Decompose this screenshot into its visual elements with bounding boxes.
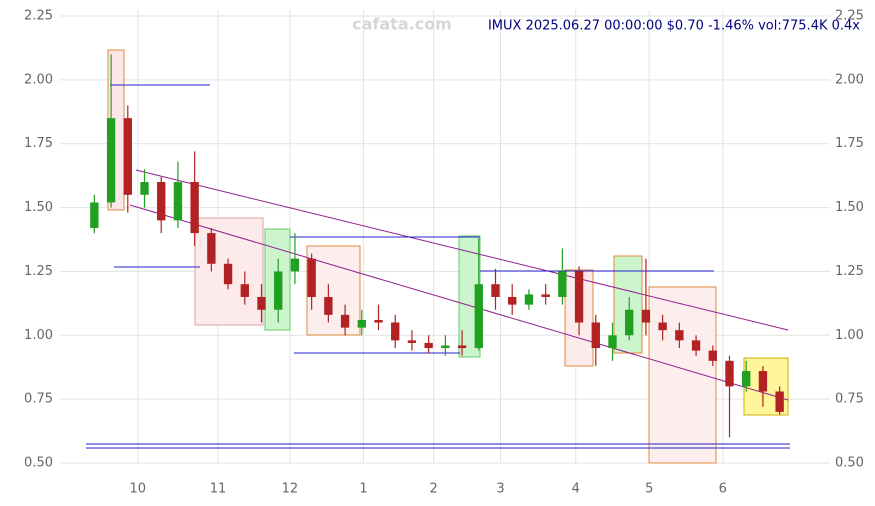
x-tick-label: 11	[210, 482, 227, 497]
candle-body	[775, 391, 784, 412]
candle-body	[708, 350, 717, 361]
candle-body	[725, 360, 734, 387]
candle-body	[257, 296, 266, 310]
candle-body	[90, 202, 99, 229]
x-tick-label: 10	[130, 482, 147, 497]
candle-body	[123, 118, 132, 195]
candle-body	[424, 342, 433, 349]
x-tick-label: 6	[719, 482, 727, 497]
chart-title: IMUX 2025.06.27 00:00:00 $0.70 -1.46% vo…	[488, 19, 860, 34]
candle-body	[140, 182, 149, 195]
annotation-boxes	[86, 49, 790, 464]
y-tick-label-right: 2.00	[835, 72, 864, 87]
y-tick-label: 1.00	[24, 328, 53, 343]
candle-body	[625, 309, 634, 336]
y-tick-label: 0.75	[24, 392, 53, 407]
candle-body	[742, 371, 751, 387]
y-tick-label: 1.50	[24, 200, 53, 215]
candle-body	[173, 182, 183, 221]
range-box	[648, 286, 717, 464]
candle-body	[641, 309, 651, 323]
y-tick-label-right: 0.50	[835, 456, 864, 471]
candle-body	[524, 294, 534, 305]
candle-body	[274, 271, 283, 310]
candle-body	[106, 118, 116, 203]
x-tick-label: 4	[572, 482, 580, 497]
y-tick-label-right: 1.50	[835, 200, 864, 215]
y-tick-label: 2.25	[24, 9, 53, 24]
x-tick-label: 1	[359, 482, 367, 497]
candle-body	[574, 271, 584, 323]
x-tick-label: 5	[645, 482, 653, 497]
candle-body	[474, 284, 483, 349]
candle-body	[658, 322, 667, 331]
x-tick-label: 2	[430, 482, 438, 497]
range-box	[306, 245, 361, 336]
watermark: cafata.com	[352, 15, 452, 34]
candle-body	[340, 314, 350, 328]
y-tick-label-right: 1.00	[835, 328, 864, 343]
x-tick-label: 3	[496, 482, 504, 497]
candle-body	[541, 294, 550, 297]
candle-body	[608, 335, 617, 349]
y-tick-label: 2.00	[24, 72, 53, 87]
candle-body	[157, 182, 166, 221]
candle-body	[558, 271, 567, 297]
trend-line	[135, 169, 789, 331]
trend-line	[129, 204, 789, 401]
y-tick-label: 1.25	[24, 264, 53, 279]
candle-body	[591, 322, 600, 349]
candle-body	[691, 340, 701, 351]
candle-body	[758, 371, 768, 392]
candle-body	[391, 322, 400, 341]
candle-body	[190, 182, 199, 234]
y-tick-label-right: 2.25	[835, 9, 864, 24]
candle-body	[290, 258, 300, 272]
y-tick-label-right: 1.25	[835, 264, 864, 279]
candle-body	[223, 263, 233, 285]
x-tick-label: 12	[282, 482, 299, 497]
candle-body	[240, 284, 249, 297]
y-tick-label: 0.50	[24, 456, 53, 471]
candle-body	[491, 284, 500, 297]
candle-body	[374, 319, 383, 323]
candle-body	[357, 319, 366, 328]
candle-body	[307, 258, 316, 297]
candle-body	[441, 345, 450, 349]
candle-body	[675, 330, 684, 341]
candle-body	[407, 340, 417, 343]
candle-body	[207, 233, 216, 264]
y-tick-label: 1.75	[24, 136, 53, 151]
candle-body	[508, 296, 517, 305]
y-tick-label-right: 1.75	[835, 136, 864, 151]
candle-body	[324, 296, 333, 315]
y-tick-label-right: 0.75	[835, 392, 864, 407]
candle-body	[457, 345, 467, 349]
